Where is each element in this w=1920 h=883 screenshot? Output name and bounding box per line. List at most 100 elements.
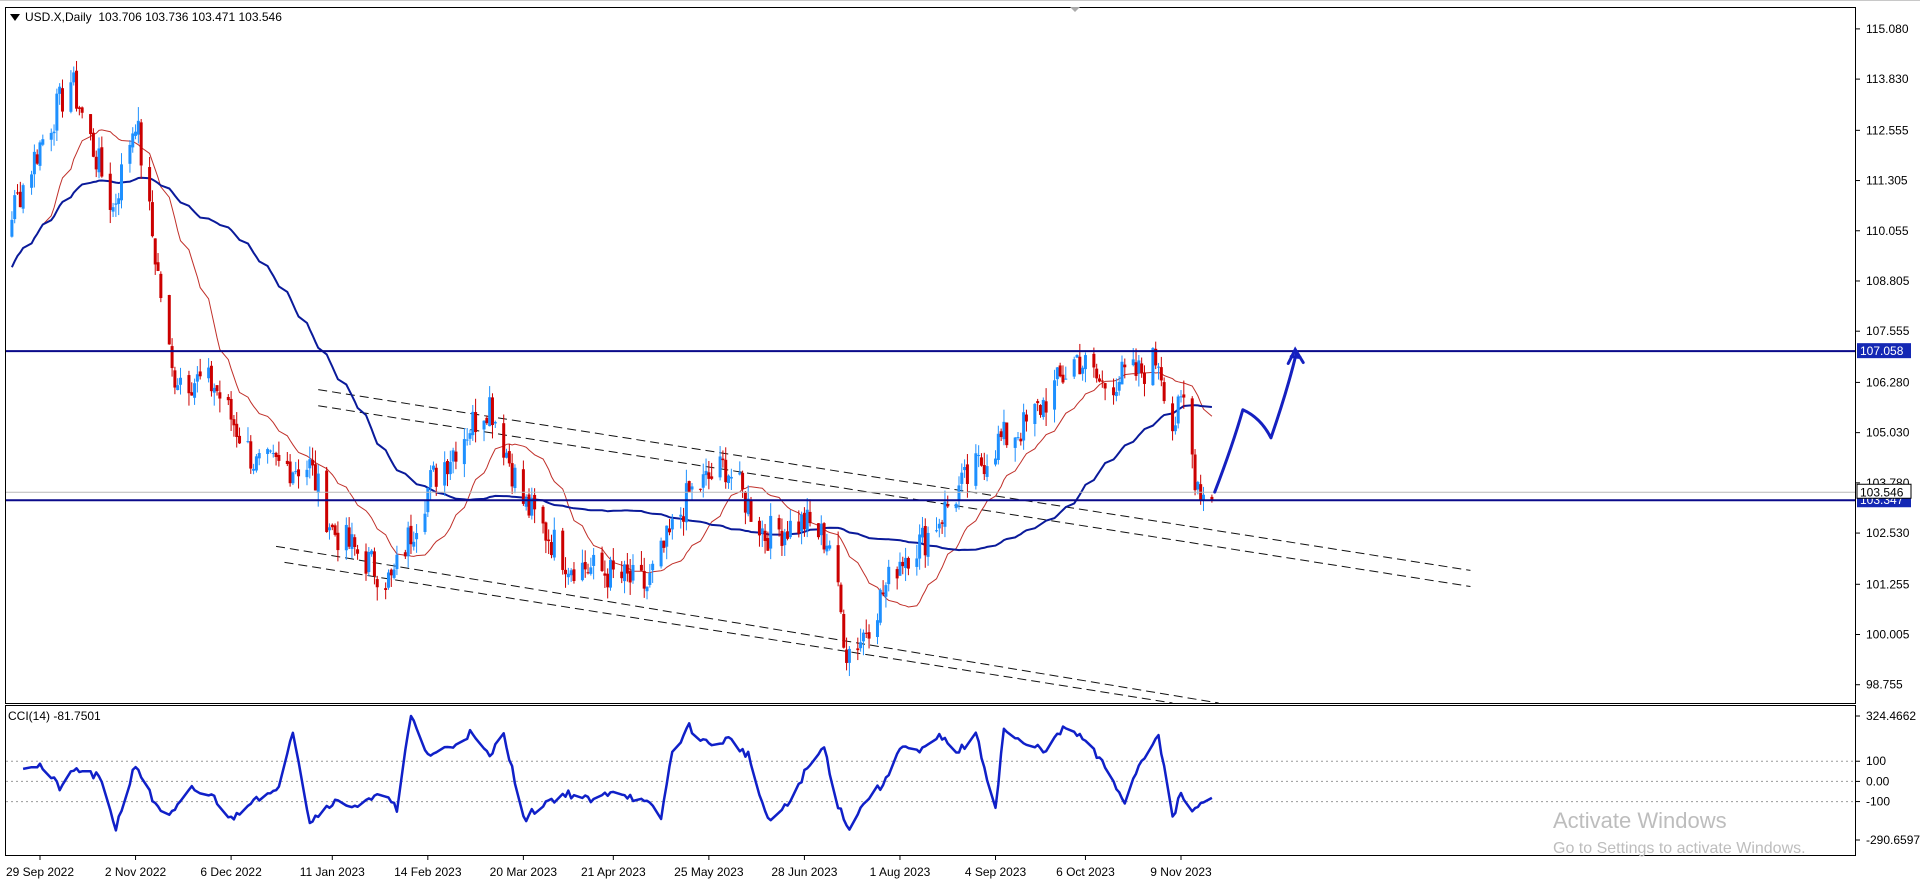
candle-bull (429, 470, 433, 488)
candle-bear (1038, 405, 1042, 415)
candle-bear (167, 295, 171, 345)
candle-bull (904, 557, 908, 569)
candle-bear (544, 522, 548, 541)
candle-bear (156, 262, 160, 271)
candle-bear (1210, 496, 1214, 502)
channel-line (318, 389, 1471, 571)
candle-bull (1176, 396, 1180, 424)
candle-bear (901, 561, 905, 567)
candle-bear (94, 156, 98, 170)
candle-bear (375, 579, 379, 588)
candle-bull (690, 486, 694, 490)
candle-bear (16, 192, 20, 194)
time-tick-label: 4 Sep 2023 (965, 865, 1027, 879)
time-tick-label: 6 Dec 2022 (200, 865, 262, 879)
candle-bull (609, 560, 612, 588)
candle-bear (1019, 438, 1023, 442)
candle-bull (392, 569, 396, 578)
candle-bear (77, 107, 81, 109)
candle-bear (187, 375, 191, 394)
candle-bear (583, 562, 587, 570)
candle-bear (586, 572, 590, 574)
level-price-tag-label: 107.058 (1860, 344, 1904, 358)
candle-bear (333, 525, 337, 535)
candle-bull (1151, 348, 1155, 386)
candle-bear (434, 467, 438, 487)
candle-bull (493, 421, 497, 424)
candle-bear (173, 370, 177, 388)
candle-bear (603, 573, 607, 576)
candle-bull (294, 471, 298, 473)
candle-bear (724, 459, 728, 483)
candle-bull (111, 207, 115, 212)
time-tick-label: 9 Nov 2023 (1150, 865, 1212, 879)
candle-bull (21, 185, 25, 209)
candle-bull (769, 515, 773, 549)
cci-line (22, 714, 1213, 832)
candle-bear (148, 167, 152, 202)
candle-bull (1201, 494, 1205, 500)
candle-bull (117, 198, 121, 204)
candle-bear (698, 488, 702, 490)
candle-bear (867, 632, 871, 639)
candle-bull (451, 450, 455, 462)
candle-bear (668, 528, 672, 533)
candle-bull (963, 466, 967, 471)
candle-bull (406, 527, 410, 557)
candle-bull (738, 472, 742, 475)
candle-bull (645, 586, 649, 592)
candle-bear (229, 398, 233, 420)
candle-bear (1078, 356, 1082, 375)
candle-bear (1190, 398, 1194, 455)
candle-bear (18, 191, 22, 208)
candle-bear (474, 412, 478, 433)
candle-bull (552, 529, 556, 558)
candle-bull (569, 570, 573, 576)
dropdown-triangle-icon[interactable] (10, 14, 20, 22)
candle-bear (218, 392, 222, 399)
candle-bull (977, 455, 981, 457)
candle-bear (1061, 374, 1065, 383)
candle-bull (679, 514, 683, 517)
candle-bull (659, 540, 663, 567)
horizontal-levels[interactable] (6, 350, 1855, 502)
candle-bear (561, 530, 565, 570)
candle-bull (55, 93, 59, 131)
candle-bull (651, 563, 655, 571)
candle-bull (246, 441, 250, 443)
candle-bull (69, 82, 73, 112)
candle-bull (465, 439, 469, 441)
candle-bull (412, 541, 416, 547)
candle-bear (313, 464, 317, 491)
time-tick-label: 28 Jun 2023 (771, 865, 837, 879)
candle-bear (336, 532, 340, 551)
channel-line (275, 545, 1219, 704)
indicator-levels (6, 760, 1855, 803)
ohlc-values: 103.706 103.736 103.471 103.546 (98, 10, 282, 24)
candle-bull (760, 528, 764, 534)
candle-bear (797, 521, 801, 534)
candle-bull (887, 566, 891, 585)
candle-bull (120, 164, 123, 201)
scroll-marker-icon[interactable] (1070, 7, 1080, 12)
candle-bull (252, 468, 256, 471)
candle-bear (153, 238, 157, 265)
candle-bull (828, 545, 832, 549)
candle-bear (89, 114, 93, 135)
candle-bull (212, 387, 216, 393)
candle-bear (277, 454, 281, 461)
candle-bear (856, 648, 860, 651)
candle-bear (356, 549, 360, 554)
candle-bull (468, 433, 472, 439)
candle-bear (777, 518, 781, 530)
candle-bull (266, 449, 270, 454)
candle-bear (100, 147, 104, 177)
candle-bear (1112, 387, 1116, 396)
candle-bear (572, 569, 576, 582)
price-tick-label: 100.005 (1866, 628, 1910, 642)
candle-bull (819, 523, 823, 536)
candle-bear (1092, 353, 1096, 368)
candle-bull (32, 151, 36, 175)
candle-bull (1055, 367, 1059, 380)
